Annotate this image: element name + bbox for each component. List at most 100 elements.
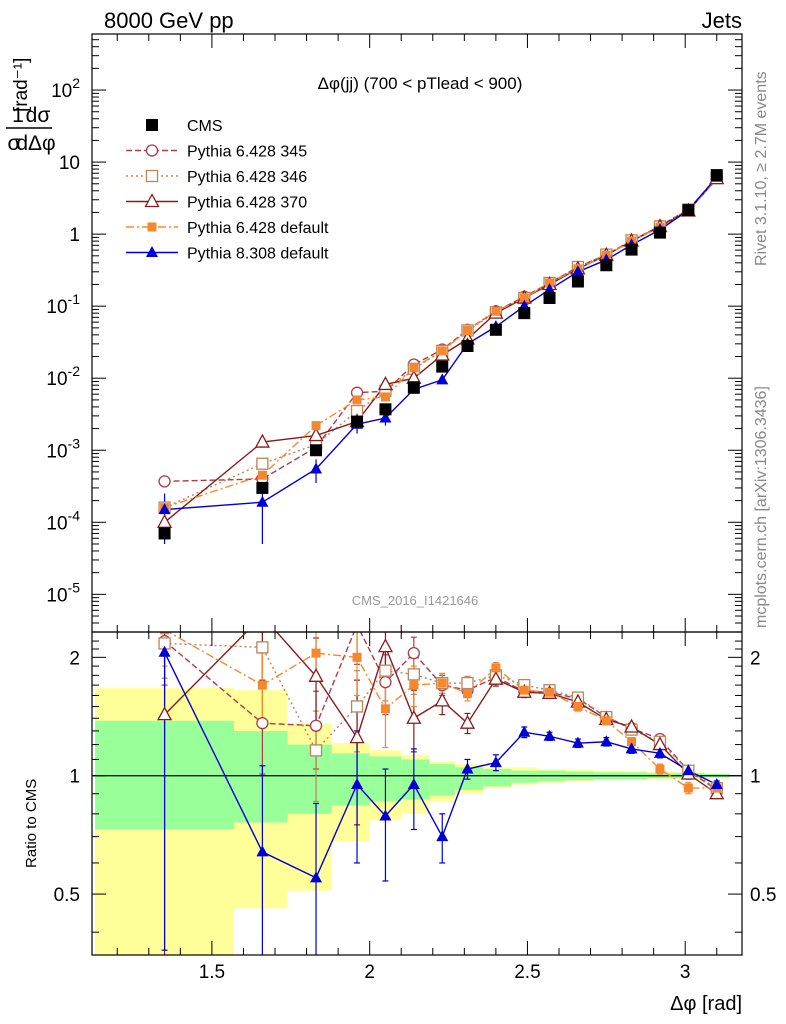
cms-data-point: [625, 243, 638, 256]
series-1-ratio-point: [256, 641, 269, 654]
series-3-ratio-point: [257, 680, 267, 690]
rivet-label: Rivet 3.1.10, ≥ 2.7M events: [753, 71, 770, 266]
series-3-ratio-point: [601, 716, 611, 726]
series-4-ratio-point: [600, 735, 613, 747]
series-3-ratio-point: [573, 701, 583, 711]
y-tick-label-top: 10-4: [46, 507, 80, 534]
series-2-ratio-point: [308, 667, 324, 682]
series-0-ratio-point: [407, 646, 420, 660]
series-2-ratio-point: [434, 692, 450, 707]
ylabel-num2: dσ: [26, 104, 51, 127]
ylabel-unit: [rad⁻¹]: [11, 58, 32, 112]
x-tick-label: 3: [680, 962, 691, 983]
legend-marker: [147, 222, 157, 232]
cms-data-point: [682, 204, 695, 217]
series-2-ratio-point: [256, 609, 269, 621]
series-3-ratio-point: [491, 663, 501, 673]
y-tick-label-top: 10-3: [46, 435, 80, 462]
cms-data-point: [379, 403, 392, 416]
series-4-ratio-point: [436, 830, 449, 842]
band-1sigma: [287, 744, 332, 814]
series-3-ratio-point: [352, 652, 362, 662]
series-4-point: [543, 283, 556, 295]
mcplots-label: mcplots.cern.ch [arXiv:1306.3436]: [753, 386, 770, 628]
cms-data-point: [518, 307, 531, 320]
series-3-point: [491, 306, 501, 316]
series-2-ratio-point: [709, 785, 725, 800]
series-4-ratio-point: [256, 845, 269, 857]
bottom-panel-frame: [91, 631, 743, 956]
x-tick-label: 2: [364, 962, 375, 983]
plot-area-top: [156, 169, 725, 544]
series-1-ratio-point: [407, 668, 420, 681]
series-0-ratio-point: [379, 675, 392, 689]
series-1-point: [256, 457, 269, 470]
series-2-point: [377, 376, 394, 391]
cms-data-point: [571, 275, 584, 288]
legend-label: Pythia 6.428 346: [187, 169, 307, 186]
cms-data-point: [436, 360, 449, 373]
series-0-line-bottom: [164, 632, 718, 791]
legend-label: Pythia 8.308 default: [187, 246, 329, 263]
cms-data-point: [158, 527, 171, 540]
uncertainty-bands: [92, 688, 742, 955]
series-3-ratio-point: [655, 764, 665, 774]
series-1-ratio-point: [309, 744, 323, 757]
y-tick-label-top: 1: [69, 225, 80, 246]
cms-data-point: [351, 415, 364, 428]
energy-label: 8000 GeV pp: [104, 8, 234, 33]
series-3-ratio-point: [627, 737, 637, 747]
y-tick-label-bottom: 2: [69, 648, 80, 669]
x-tick-label: 1.5: [199, 962, 225, 983]
y-tick-label-bottom-right: 0.5: [750, 885, 776, 906]
series-1-ratio-point: [350, 700, 364, 713]
y-tick-label-bottom-right: 1: [750, 767, 761, 788]
series-2-point: [156, 513, 173, 528]
series-2-ratio-point: [459, 714, 476, 729]
series-4-point: [571, 265, 584, 277]
series-4-point: [436, 373, 449, 385]
x-axis-label: Δφ [rad]: [670, 993, 742, 1015]
series-3-ratio-point: [380, 704, 390, 714]
legend-marker: [144, 193, 160, 208]
band-1sigma: [429, 764, 455, 796]
series-4-point: [310, 462, 323, 474]
series-3-ratio-point: [311, 648, 321, 658]
series-4-ratio-point: [158, 645, 171, 657]
cms-data-point: [653, 226, 666, 239]
series-3-ratio-point: [437, 678, 447, 688]
series-3-point: [437, 346, 447, 356]
cms-data-point: [489, 323, 502, 336]
series-4-ratio-point: [710, 777, 723, 789]
series-3-ratio-point: [683, 783, 693, 793]
cms-data-point: [710, 169, 723, 182]
band-1sigma: [233, 730, 288, 823]
series-3-point: [409, 363, 419, 373]
series-4-ratio-point: [625, 742, 638, 754]
y-axis-label-bottom: Ratio to CMS: [23, 779, 40, 868]
y-tick-label-top: 10-2: [46, 363, 80, 390]
legend-marker: [146, 119, 158, 131]
series-3-ratio-point: [519, 685, 529, 695]
series-3-point: [462, 325, 472, 335]
legend-label: CMS: [187, 118, 223, 135]
axes: 1.5 2 2.5 3 10-5 10-4 10-3 10-2 10-1 1 10 102 0.5 0.5…: [46, 33, 776, 983]
series-2-ratio-point: [349, 729, 365, 744]
x-tick-label: 2.5: [514, 962, 540, 983]
series-4-ratio-point: [682, 764, 695, 776]
legend-label: Pythia 6.428 345: [187, 144, 307, 161]
analysis-label: CMS_2016_I1421646: [352, 593, 479, 608]
y-axis-label-top: 1 dσ σ dΔφ [rad⁻¹]: [6, 58, 56, 155]
series-2-point: [308, 427, 324, 442]
series-4-point: [256, 495, 269, 507]
y-tick-label-top: 10: [59, 153, 80, 174]
series-4-ratio-point: [543, 729, 556, 741]
series-0-ratio-point: [309, 719, 323, 732]
series-2-ratio-point: [406, 709, 422, 724]
series-4-point: [379, 411, 392, 423]
series-4-point: [158, 503, 171, 515]
series-3-point: [380, 392, 390, 402]
series-2-ratio-point: [377, 638, 394, 653]
ylabel-den2: dΔφ: [16, 132, 55, 155]
